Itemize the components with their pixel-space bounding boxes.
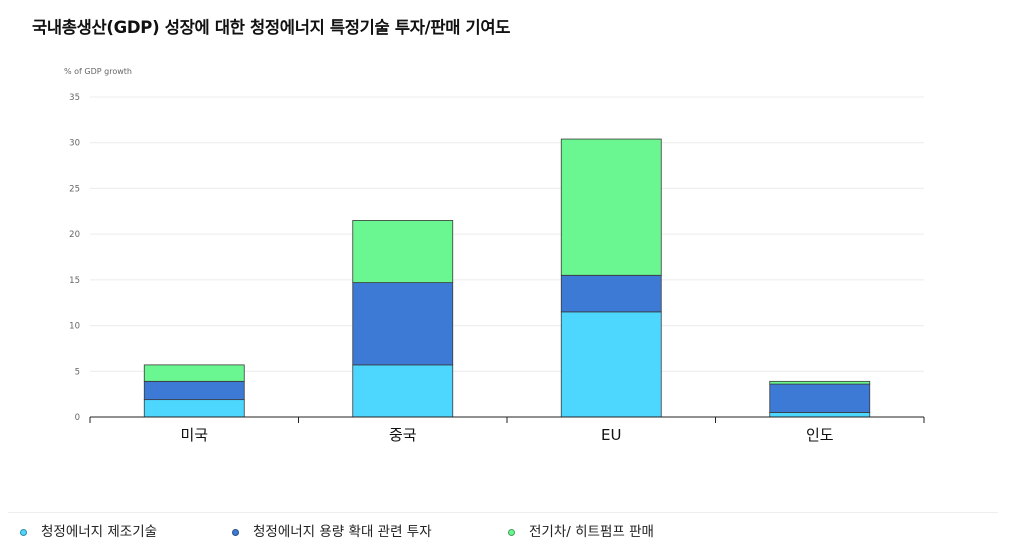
bar-segment[interactable]	[352, 282, 454, 366]
y-axis-label: % of GDP growth	[64, 67, 132, 76]
bar-segment[interactable]	[560, 138, 662, 276]
bar-segment[interactable]	[352, 364, 454, 418]
legend-item[interactable]: 전기차/ 히트펌프 판매	[508, 522, 654, 542]
legend-swatch	[20, 528, 27, 536]
bar-segment[interactable]	[560, 274, 662, 313]
x-tick-label: 미국	[180, 426, 208, 444]
bar-segment[interactable]	[560, 311, 662, 418]
legend-swatch	[508, 528, 515, 536]
bar-segment[interactable]	[769, 412, 871, 418]
bar-segment[interactable]	[143, 399, 245, 418]
legend-item[interactable]: 청정에너지 용량 확대 관련 투자	[232, 522, 432, 542]
bar-segment[interactable]	[769, 380, 871, 385]
bars	[143, 138, 871, 418]
legend-item[interactable]: 청정에너지 제조기술	[20, 522, 157, 542]
bar-segment[interactable]	[143, 364, 245, 382]
y-tick-label: 30	[69, 139, 80, 149]
y-tick-label: 20	[69, 230, 80, 240]
bar-segment[interactable]	[352, 220, 454, 284]
bar-segment[interactable]	[769, 383, 871, 413]
x-axis: 미국 중국 EU 인도	[89, 416, 925, 444]
legend-label: 전기차/ 히트펌프 판매	[529, 524, 654, 540]
y-tick-label: 0	[75, 413, 80, 423]
chart-legend: 청정에너지 제조기술 청정에너지 용량 확대 관련 투자 전기차/ 히트펌프 판매	[0, 522, 1018, 544]
x-tick-label: 중국	[389, 426, 417, 444]
x-tick-label: EU	[601, 426, 621, 444]
bar-segment[interactable]	[143, 380, 245, 401]
x-tick-label: 인도	[806, 426, 834, 444]
chart-title: 국내총생산(GDP) 성장에 대한 청정에너지 특정기술 투자/판매 기여도	[32, 18, 511, 37]
y-tick-label: 10	[69, 322, 80, 332]
y-tick-label: 15	[69, 276, 80, 286]
y-tick-label: 25	[69, 184, 80, 194]
chart-plot: % of GDP growth 0 5 10 15 20 25 30 35 미국 중국 EU 인도	[64, 67, 925, 444]
legend-label: 청정에너지 제조기술	[41, 524, 158, 540]
y-tick-label: 5	[75, 367, 80, 377]
legend-swatch	[232, 528, 239, 536]
legend-divider	[8, 512, 998, 513]
y-tick-label: 35	[69, 93, 80, 103]
legend-label: 청정에너지 용량 확대 관련 투자	[253, 524, 432, 540]
